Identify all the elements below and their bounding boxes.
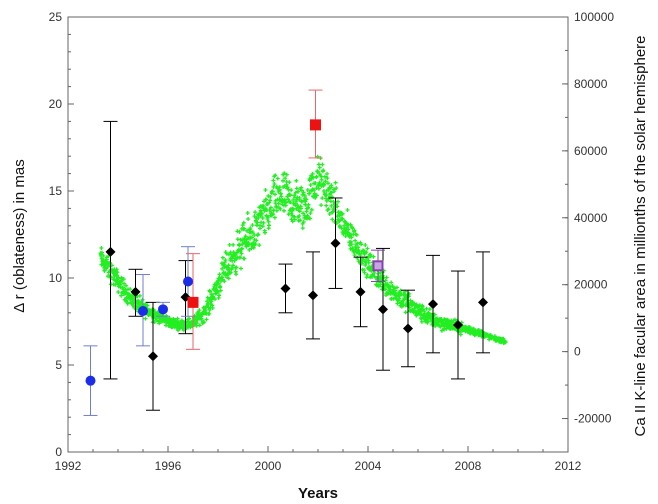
y2-axis-title: Ca II K-line facular area in millionths …: [632, 35, 649, 436]
y2-tick-label: 60000: [574, 144, 608, 158]
y2-tick-label: -20000: [574, 412, 612, 426]
y2-tick-label: 80000: [574, 77, 608, 91]
y2-tick-label: 100000: [574, 10, 614, 24]
errorbar-layer: [83, 89, 490, 416]
y-tick-label: 0: [55, 445, 62, 459]
black-diamond-point: [105, 246, 116, 257]
y2-tick-label: 20000: [574, 278, 608, 292]
marker-layer: [85, 119, 488, 386]
axes: [67, 16, 569, 453]
tick-layer: 1992 1996 2000 2004 2008 2012 0 5 10 15 20 25 -20000…: [49, 10, 615, 473]
black-diamond-point: [403, 323, 413, 334]
y-tick-label: 20: [49, 97, 63, 111]
red-square-point: [187, 296, 199, 308]
x-tick-label: 1996: [155, 459, 182, 473]
y-tick-label: 10: [49, 271, 63, 285]
x-tick-label: 2000: [255, 459, 282, 473]
black-diamond-point: [280, 283, 291, 294]
y-tick-label: 5: [55, 358, 62, 372]
facular-point-cloud: [98, 154, 508, 346]
x-tick-label: 2004: [355, 459, 382, 473]
x-axis-title: Years: [298, 485, 338, 502]
red-square-point: [310, 119, 321, 131]
y-axis-title: Δ r (oblateness) in mas: [11, 159, 28, 312]
blue-circle-point: [138, 306, 148, 317]
black-diamond-point: [428, 299, 438, 310]
x-tick-label: 2008: [455, 459, 482, 473]
x-tick-label: 2012: [555, 459, 582, 473]
y-tick-label: 15: [49, 184, 63, 198]
black-diamond-point: [130, 286, 141, 297]
y2-tick-label: 0: [574, 345, 581, 359]
black-diamond-point: [355, 286, 366, 297]
plot-frame: [67, 16, 569, 453]
y2-tick-label: 40000: [574, 211, 608, 225]
x-tick-label: 1992: [55, 459, 82, 473]
facular-area-series: [98, 154, 508, 346]
y-tick-label: 25: [49, 10, 63, 24]
blue-circle-point: [158, 304, 168, 315]
black-diamond-point: [478, 297, 488, 308]
blue-circle-point: [183, 276, 193, 287]
black-diamond-point: [453, 319, 463, 330]
purple-open-square-point: [372, 260, 384, 272]
black-diamond-point: [330, 238, 341, 249]
blue-circle-point: [85, 375, 96, 386]
black-diamond-point: [378, 304, 388, 315]
black-diamond-point: [148, 351, 158, 362]
black-diamond-point: [308, 290, 318, 301]
